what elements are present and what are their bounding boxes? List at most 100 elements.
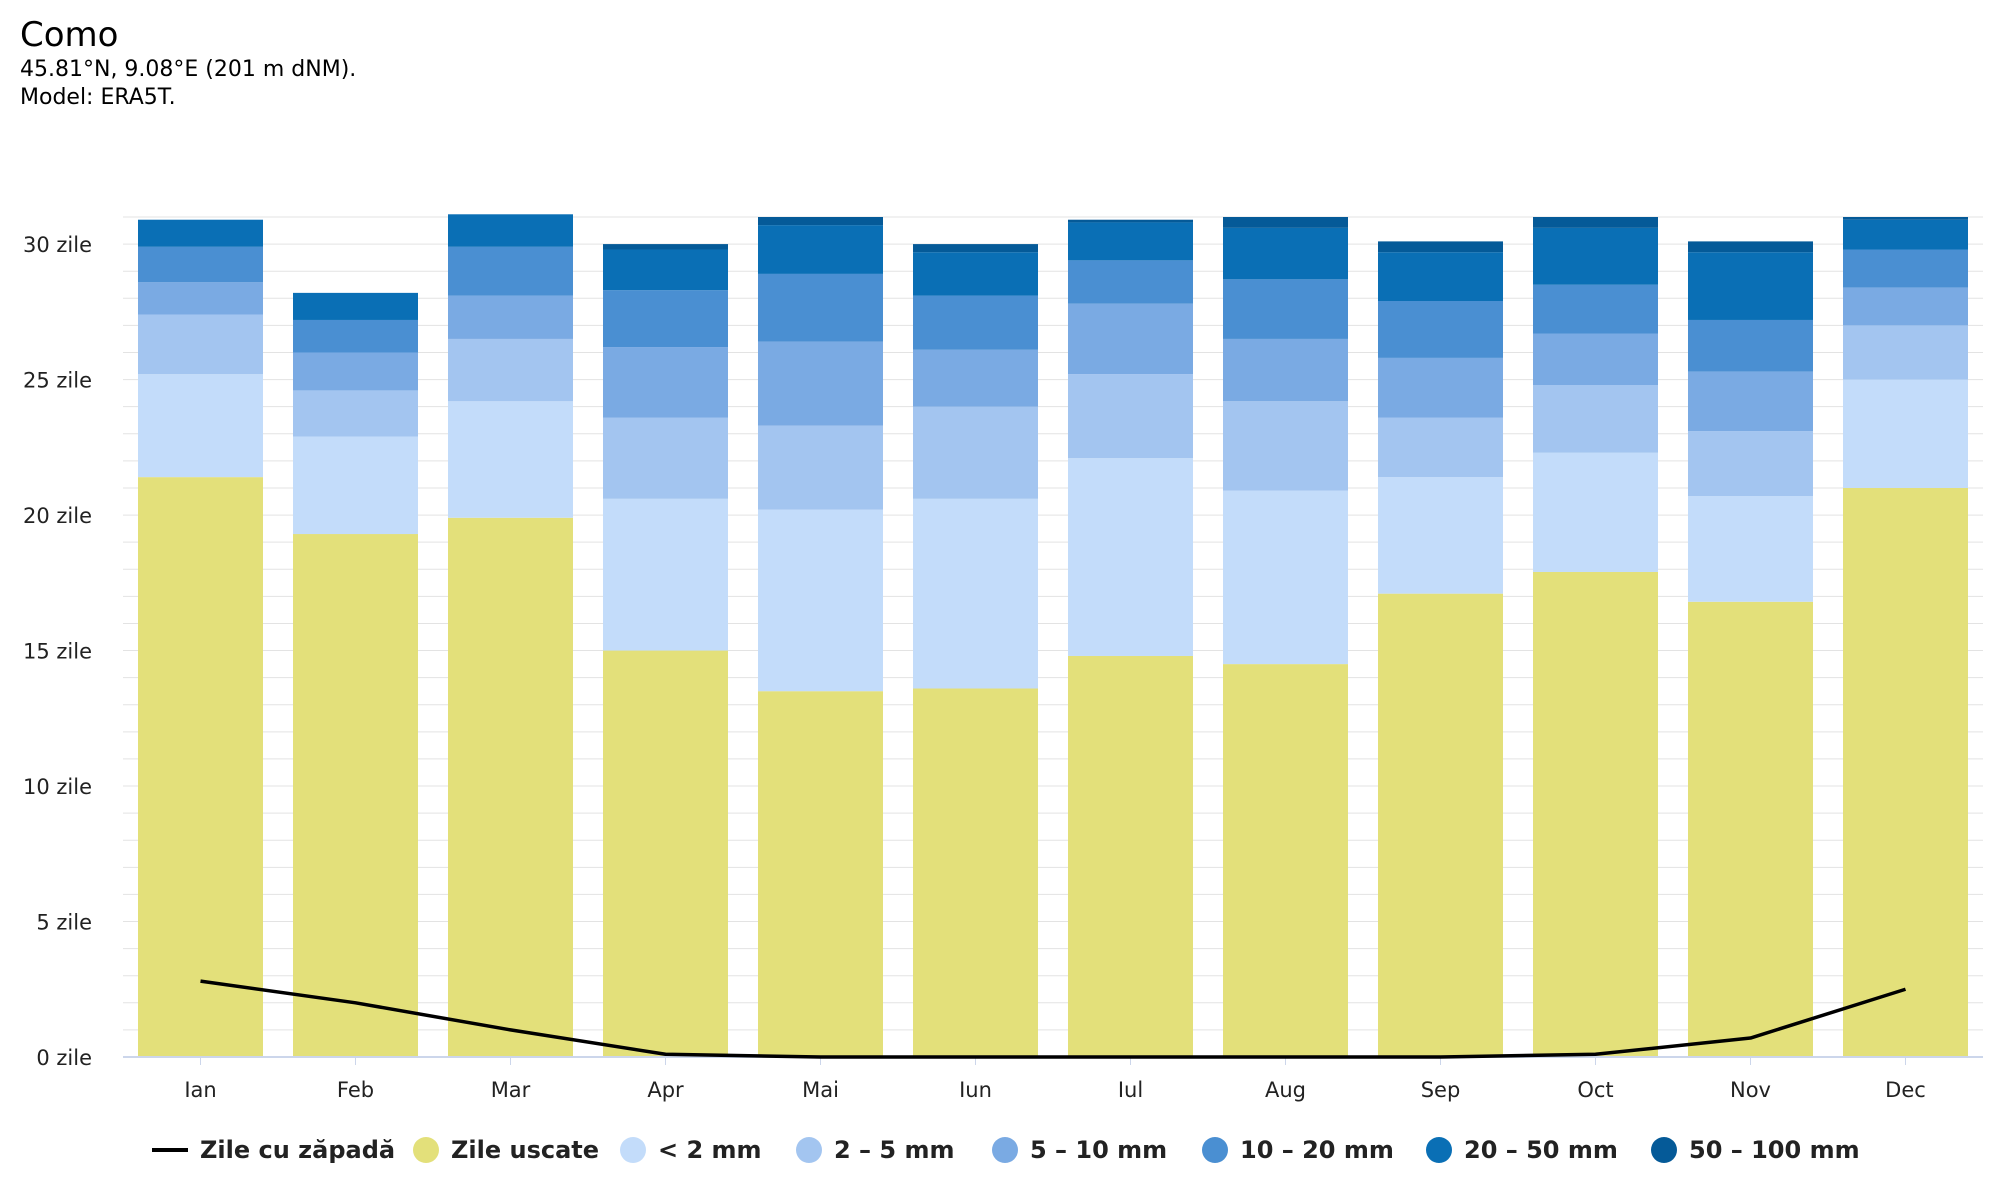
bar-segment [448, 517, 573, 1057]
bar-segment [1068, 260, 1193, 304]
bar-segment [603, 249, 728, 291]
bar-segment [603, 347, 728, 418]
x-tick-label: Ian [184, 1078, 216, 1102]
legend-swatch-icon [620, 1137, 646, 1163]
y-tick-label: 0 zile [36, 1046, 92, 1070]
bar-segment [138, 219, 263, 247]
bar-segment [1688, 371, 1813, 432]
legend-label: 5 – 10 mm [1030, 1136, 1168, 1164]
bar-segment [1378, 252, 1503, 301]
y-tick-label: 5 zile [36, 911, 92, 935]
chart-title: Como [20, 15, 119, 55]
bar-segment [448, 214, 573, 247]
chart-header: Como 45.81°N, 9.08°E (201 m dNM). Model:… [20, 14, 356, 112]
legend-label: 2 – 5 mm [834, 1136, 955, 1164]
bar-segment [1843, 379, 1968, 488]
bar-segment [1378, 477, 1503, 594]
bar-segment [1843, 219, 1968, 250]
bar-segment [758, 217, 883, 226]
legend-label: 20 – 50 mm [1464, 1136, 1618, 1164]
bar-segment [1533, 284, 1658, 334]
y-tick-label: 30 zile [23, 233, 92, 257]
bar-segment [1688, 431, 1813, 497]
bar-segment [1533, 571, 1658, 1057]
bar-segment [448, 401, 573, 518]
legend-label: < 2 mm [658, 1136, 762, 1164]
x-tick-label: Mai [802, 1078, 839, 1102]
bar-segment [758, 341, 883, 426]
x-tick-label: Nov [1730, 1078, 1771, 1102]
y-tick-label: 20 zile [23, 504, 92, 528]
bar-segment [448, 295, 573, 339]
bar-segment [1843, 217, 1968, 220]
bar-segment [1223, 664, 1348, 1057]
bar-segment [1688, 601, 1813, 1057]
bar-segment [1068, 222, 1193, 261]
x-tick-label: Feb [337, 1078, 374, 1102]
bar-segment [293, 390, 418, 437]
bar-segment [293, 436, 418, 535]
legend-swatch-icon [992, 1137, 1018, 1163]
bar-segment [138, 314, 263, 375]
bar-segment [1688, 496, 1813, 602]
bar-segment [1068, 374, 1193, 459]
bar-segment [1378, 301, 1503, 358]
legend-swatch-icon [1651, 1137, 1677, 1163]
bar-segment [758, 691, 883, 1057]
legend: Zile cu zăpadă Zile uscate < 2 mm 2 – 5 mm 5… [0, 1130, 2000, 1180]
chart-coordinates: 45.81°N, 9.08°E (201 m dNM). [20, 57, 357, 82]
bar-segment [913, 688, 1038, 1057]
bar-segment [758, 225, 883, 274]
bar-segment [603, 417, 728, 499]
legend-line-icon [152, 1148, 188, 1152]
bar-segment [1223, 490, 1348, 665]
bar-segment [1068, 655, 1193, 1057]
bar-segment [1533, 385, 1658, 453]
bar-segment [603, 498, 728, 651]
legend-item[interactable]: Zile cu zăpadă [152, 1130, 395, 1170]
legend-swatch-icon [413, 1137, 439, 1163]
bar-segment [1378, 417, 1503, 478]
bar-segment [1223, 401, 1348, 491]
legend-item[interactable]: 50 – 100 mm [1651, 1130, 1860, 1170]
legend-label: 10 – 20 mm [1240, 1136, 1394, 1164]
legend-item[interactable]: 20 – 50 mm [1426, 1130, 1618, 1170]
bar-segment [913, 349, 1038, 407]
bar-segment [1533, 333, 1658, 385]
bar-segment [293, 319, 418, 353]
bar-segment [293, 534, 418, 1057]
bar-segment [758, 425, 883, 510]
bar-segment [1688, 319, 1813, 372]
snow-days-line [200, 979, 1907, 1059]
bar-segment [1068, 458, 1193, 656]
bar-segment [1378, 241, 1503, 253]
legend-swatch-icon [796, 1137, 822, 1163]
bar-segment [1843, 325, 1968, 380]
bar-segment [1223, 227, 1348, 280]
legend-label: Zile cu zăpadă [200, 1136, 396, 1164]
y-tick-label: 25 zile [23, 369, 92, 393]
bar-segment [1223, 217, 1348, 228]
legend-item[interactable]: < 2 mm [620, 1130, 762, 1170]
legend-item[interactable]: 5 – 10 mm [992, 1130, 1167, 1170]
bar-segment [758, 509, 883, 692]
legend-item[interactable]: 10 – 20 mm [1202, 1130, 1394, 1170]
legend-swatch-icon [1426, 1137, 1452, 1163]
legend-item[interactable]: Zile uscate [413, 1130, 599, 1170]
y-tick-label: 15 zile [23, 640, 92, 664]
bar-segment [1843, 487, 1968, 1057]
x-tick-label: Mar [491, 1078, 531, 1102]
x-tick-label: Dec [1885, 1078, 1926, 1102]
legend-label: Zile uscate [451, 1136, 600, 1164]
bar-segment [1378, 357, 1503, 418]
bar-segment [1688, 252, 1813, 320]
bar-segment [1843, 249, 1968, 288]
bar-segment [1068, 303, 1193, 375]
bar-segment [293, 292, 418, 320]
bar-segment [1533, 217, 1658, 228]
legend-item[interactable]: 2 – 5 mm [796, 1130, 954, 1170]
bar-segment [1378, 593, 1503, 1057]
bar-segment [603, 244, 728, 250]
bar-segment [913, 295, 1038, 350]
